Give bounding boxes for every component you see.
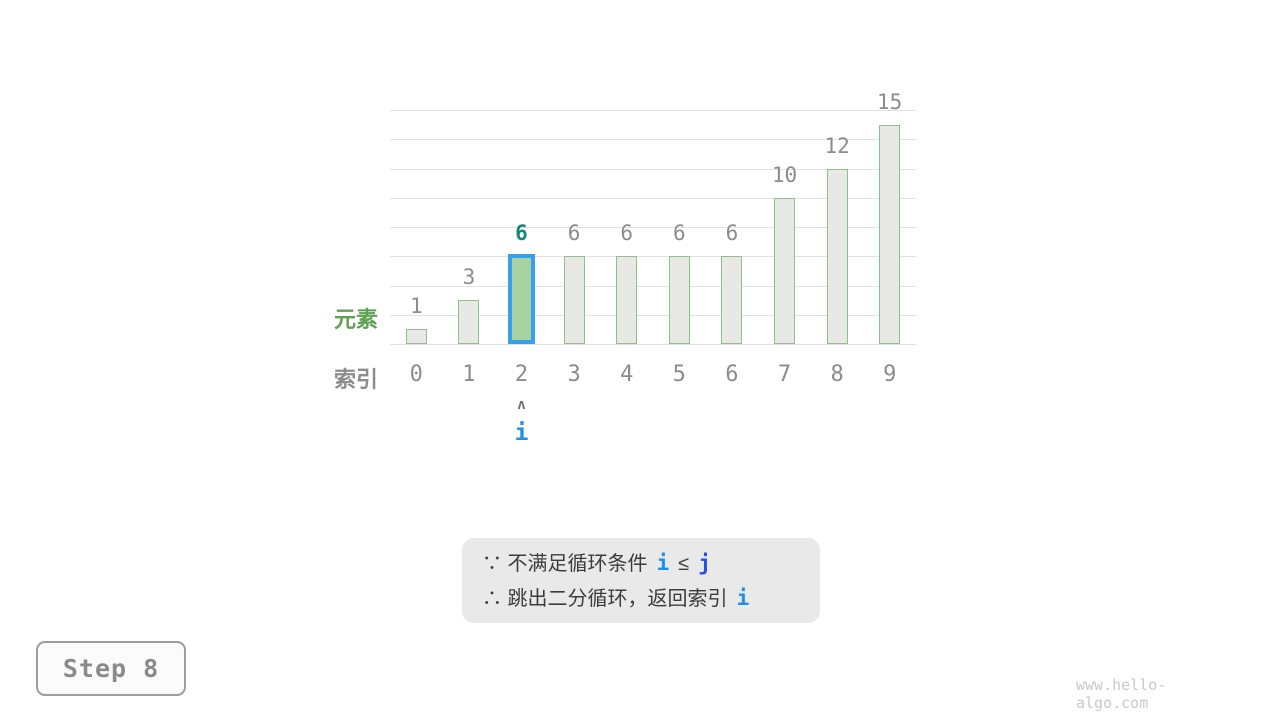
x-tick-label: 4 [620,362,634,387]
pointer-i-label: i [514,420,529,446]
bar-value-label: 1 [409,294,423,319]
gridline [390,227,916,228]
bar-value-label: 6 [515,221,528,246]
bar [826,168,848,344]
note-line-1: ∵ 不满足循环条件 i ≤ j [482,548,820,579]
x-tick-label: 6 [725,362,739,387]
x-tick-label: 7 [777,362,792,387]
bar-value-label: 6 [672,221,686,246]
note-text: ∵ 不满足循环条件 [482,552,648,575]
bar-value-label: 6 [725,221,739,246]
x-tick-label: 8 [830,362,844,387]
watermark: www.hello-algo.com [1076,676,1167,712]
x-axis-line [390,344,916,345]
x-tick-label: 1 [462,362,476,387]
x-tick-label: 5 [672,362,686,387]
bar-value-label: 6 [620,221,634,246]
bar-value-label: 15 [877,89,903,114]
y-axis-label: 元素 [333,307,378,332]
bar [405,329,427,344]
bar [879,124,901,344]
note-box: ∵ 不满足循环条件 i ≤ j ∴ 跳出二分循环，返回索引 i [462,538,820,623]
x-tick-label: 0 [409,362,423,387]
x-tick-label: 2 [514,362,529,387]
bar [668,256,690,344]
gridline [390,314,916,316]
gridline [390,168,916,170]
note-variable: i [736,585,750,610]
x-tick-label: 9 [883,362,897,387]
gridline [390,197,916,199]
note-variable: i [656,550,670,575]
gridline [390,139,916,141]
bar-value-label: 3 [462,265,476,290]
x-tick-label: 3 [567,362,581,387]
bar-value-label: 6 [567,221,581,246]
gridline [390,110,916,111]
step-badge-label: Step 8 [62,654,160,683]
pointer-caret-icon: ʌ [517,397,526,413]
gridline [390,256,916,258]
step-badge: Step 8 [36,641,186,696]
note-line-2: ∴ 跳出二分循环，返回索引 i [482,583,820,614]
bar [721,256,743,344]
bar [458,300,480,344]
bar-highlighted [508,254,535,344]
note-text: ∴ 跳出二分循环，返回索引 [482,587,728,610]
bar [774,197,795,344]
bar-value-label: 10 [771,162,798,187]
bar [616,256,638,344]
x-axis-label: 索引 [333,367,378,392]
gridline [390,285,916,287]
note-text: ≤ [678,552,690,575]
note-variable: j [698,550,711,575]
bar [563,256,585,344]
bar-value-label: 12 [824,133,850,158]
